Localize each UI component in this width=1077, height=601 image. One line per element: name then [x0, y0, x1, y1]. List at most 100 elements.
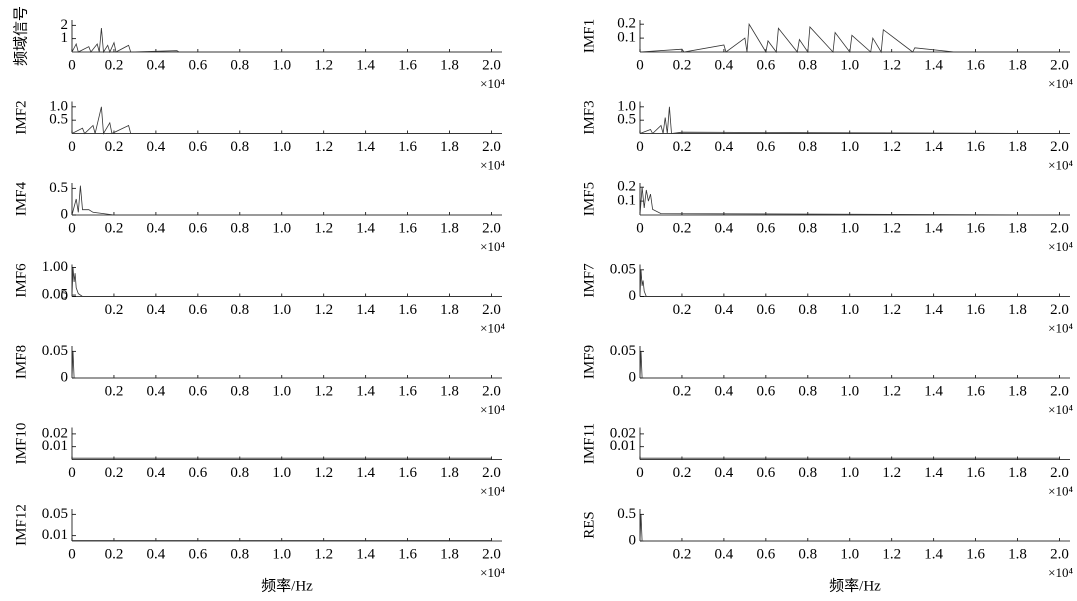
x-tick-label: 1.2	[314, 57, 333, 73]
x-tick-label: 2.0	[482, 302, 501, 318]
x-tick-label: 1.6	[966, 57, 985, 73]
spectrum-line	[639, 187, 1060, 216]
x-tick-label: 0.4	[715, 220, 734, 236]
x-tick-label: 0	[68, 465, 76, 481]
y-tick-label: 0	[629, 532, 637, 548]
x-tick-label: 0.6	[756, 139, 775, 155]
x-tick-label: 0.4	[147, 465, 166, 481]
y-tick-label: 1.00	[42, 259, 68, 275]
x-tick-label: 0.2	[673, 220, 692, 236]
x-tick-label: 2.0	[1050, 139, 1069, 155]
x-tick-label: 0	[68, 220, 76, 236]
x-tick-label: 0.4	[715, 57, 734, 73]
x-tick-label: 2.0	[482, 383, 501, 399]
y-tick-label: 0.1	[617, 193, 636, 209]
x-tick-label: 0.2	[105, 546, 124, 562]
x-tick-label: 2.0	[1050, 302, 1069, 318]
y-axis-label: IMF8	[13, 345, 29, 379]
x-tick-label: 0.4	[715, 302, 734, 318]
x-tick-label: 0.8	[798, 220, 817, 236]
x-tick-label: 0.4	[147, 546, 166, 562]
y-tick-label: 0.05	[42, 286, 68, 302]
x-tick-label: 1.6	[966, 139, 985, 155]
x-tick-label: 0.8	[230, 57, 249, 73]
x-tick-label: 0.2	[673, 546, 692, 562]
x-tick-label: 1.8	[1008, 302, 1027, 318]
x-tick-label: 1.8	[1008, 139, 1027, 155]
x-tick-label: 2.0	[1050, 383, 1069, 399]
x-tick-label: 0.2	[105, 302, 124, 318]
x-tick-label: 1.4	[356, 465, 375, 481]
y-tick-label: 0.01	[42, 438, 68, 454]
x-tick-label: 2.0	[482, 465, 501, 481]
x-tick-label: 0.6	[188, 302, 207, 318]
x-tick-label: 1.4	[356, 139, 375, 155]
y-axis-label: IMF6	[13, 263, 29, 298]
x-tick-label: 0.6	[188, 139, 207, 155]
x-tick-label: 1.0	[272, 57, 291, 73]
x-tick-label: 1.2	[882, 57, 901, 73]
x-tick-label: 0.8	[230, 302, 249, 318]
x-tick-label: 1.6	[398, 302, 417, 318]
x-tick-label: 2.0	[482, 139, 501, 155]
x-tick-label: 0.8	[230, 139, 249, 155]
x-tick-label: 0.2	[673, 465, 692, 481]
x-exponent: ×10⁴	[1048, 483, 1073, 498]
x-tick-label: 1.8	[440, 383, 459, 399]
y-axis-label: IMF9	[581, 345, 597, 379]
x-tick-label: 0.8	[798, 546, 817, 562]
x-exponent: ×10⁴	[1048, 402, 1073, 417]
x-tick-label: 1.4	[356, 57, 375, 73]
x-tick-label: 1.0	[840, 465, 859, 481]
y-tick-label: 0.2	[617, 179, 636, 195]
x-tick-label: 1.6	[398, 220, 417, 236]
x-tick-label: 1.6	[966, 383, 985, 399]
y-tick-label: 0	[629, 369, 637, 385]
x-tick-label: 1.2	[314, 383, 333, 399]
x-exponent: ×10⁴	[480, 76, 505, 91]
x-exponent: ×10⁴	[1048, 239, 1073, 254]
x-tick-label: 0	[636, 139, 644, 155]
x-tick-label: 1.4	[924, 220, 943, 236]
x-tick-label: 1.2	[314, 139, 333, 155]
x-tick-label: 2.0	[1050, 220, 1069, 236]
x-tick-label: 0.6	[188, 546, 207, 562]
x-tick-label: 0.8	[798, 383, 817, 399]
x-tick-label: 1.0	[272, 383, 291, 399]
x-tick-label: 1.6	[398, 139, 417, 155]
x-tick-label: 0.8	[798, 302, 817, 318]
x-tick-label: 1.6	[398, 57, 417, 73]
x-tick-label: 0.6	[188, 465, 207, 481]
x-tick-label: 0.6	[756, 465, 775, 481]
x-tick-label: 0.6	[188, 383, 207, 399]
y-tick-label: 0.02	[42, 425, 68, 441]
x-tick-label: 0.6	[756, 302, 775, 318]
y-tick-label: 0	[61, 288, 69, 304]
x-tick-label: 0	[636, 220, 644, 236]
y-tick-label: 0	[61, 369, 69, 385]
x-tick-label: 1.8	[440, 302, 459, 318]
x-tick-label: 1.2	[314, 220, 333, 236]
x-tick-label: 0.2	[673, 57, 692, 73]
x-tick-label: 0	[636, 465, 644, 481]
x-tick-label: 0.4	[147, 383, 166, 399]
y-axis-label: IMF4	[13, 181, 29, 216]
x-tick-label: 0.4	[147, 302, 166, 318]
x-exponent: ×10⁴	[1048, 157, 1073, 172]
x-tick-label: 1.8	[440, 465, 459, 481]
x-tick-label: 0.4	[147, 57, 166, 73]
x-exponent: ×10⁴	[1048, 320, 1073, 335]
x-tick-label: 1.8	[440, 139, 459, 155]
x-tick-label: 2.0	[1050, 546, 1069, 562]
x-exponent: ×10⁴	[480, 320, 505, 335]
x-tick-label: 0	[68, 139, 76, 155]
x-axis-label: 频率/Hz	[261, 577, 313, 594]
y-axis-label: IMF12	[13, 504, 29, 546]
y-axis-label: IMF7	[581, 263, 597, 298]
y-tick-label: 0.02	[610, 425, 636, 441]
x-tick-label: 0	[68, 546, 76, 562]
x-tick-label: 1.2	[882, 220, 901, 236]
x-exponent: ×10⁴	[480, 565, 505, 580]
x-tick-label: 0.4	[715, 465, 734, 481]
x-tick-label: 1.4	[924, 546, 943, 562]
